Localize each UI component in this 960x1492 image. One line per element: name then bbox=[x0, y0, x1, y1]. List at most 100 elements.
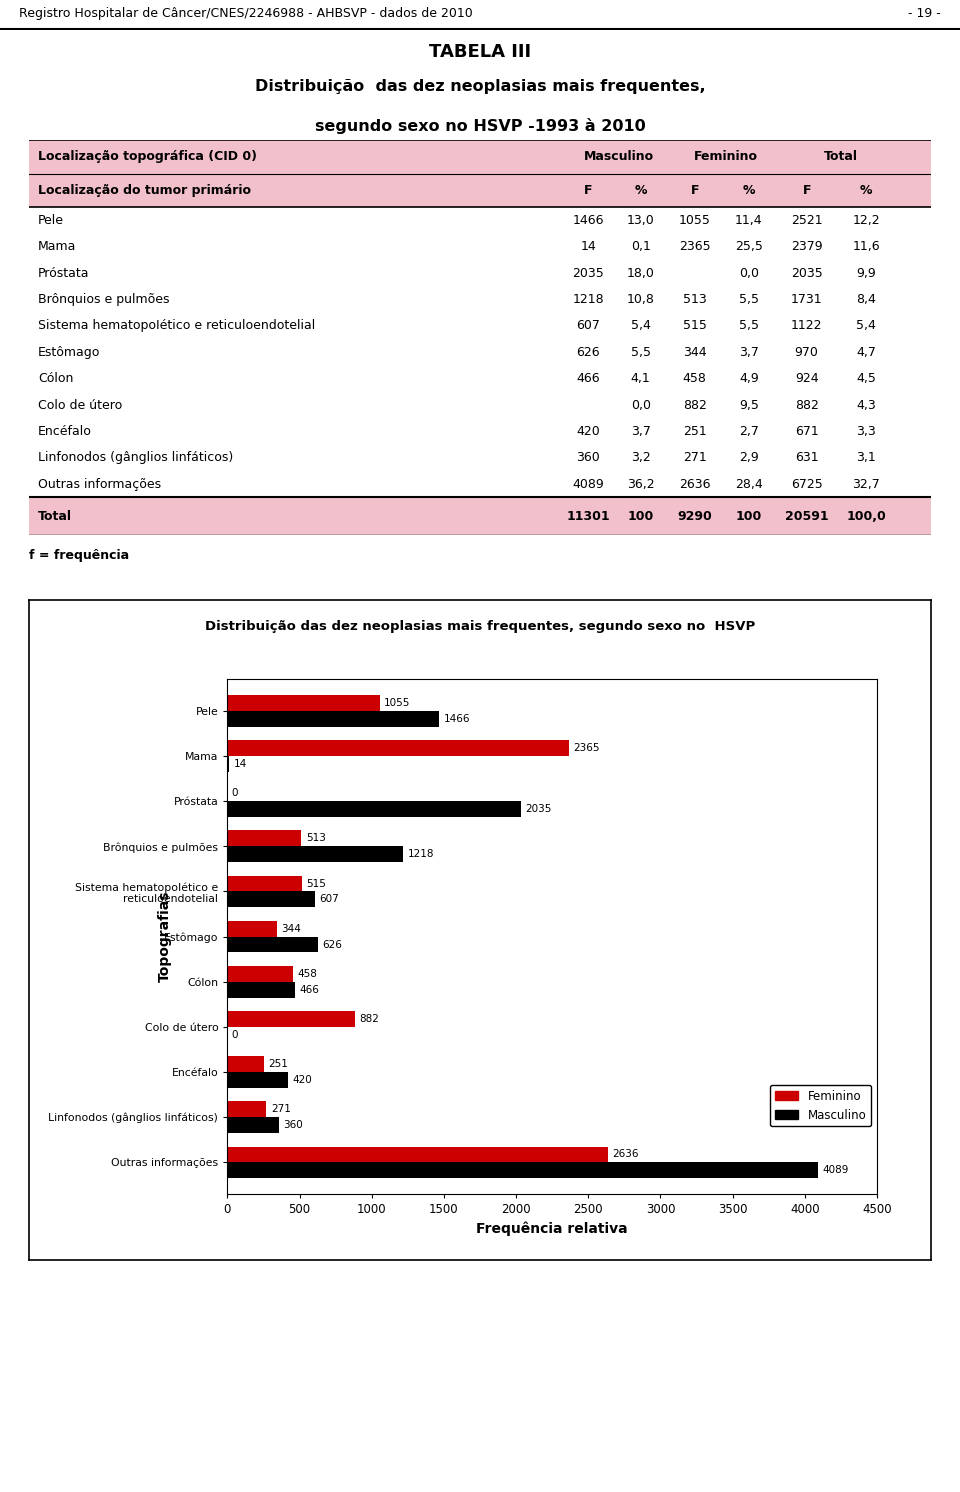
Text: 100,0: 100,0 bbox=[847, 510, 886, 522]
Text: 14: 14 bbox=[581, 240, 596, 254]
Text: 2379: 2379 bbox=[791, 240, 823, 254]
Text: 11,6: 11,6 bbox=[852, 240, 880, 254]
Bar bbox=[228, 1118, 279, 1132]
Text: 271: 271 bbox=[271, 1104, 291, 1115]
Text: F: F bbox=[690, 184, 699, 197]
Text: 25,5: 25,5 bbox=[735, 240, 763, 254]
Text: 5,4: 5,4 bbox=[631, 319, 651, 333]
FancyBboxPatch shape bbox=[29, 497, 931, 536]
Text: 1731: 1731 bbox=[791, 292, 823, 306]
Text: 420: 420 bbox=[292, 1074, 312, 1085]
Bar bbox=[228, 801, 521, 818]
Bar bbox=[228, 846, 403, 862]
Text: 100: 100 bbox=[628, 510, 654, 522]
Text: Linfonodos (gânglios linfáticos): Linfonodos (gânglios linfáticos) bbox=[37, 452, 233, 464]
Text: 970: 970 bbox=[795, 346, 819, 358]
Text: Pele: Pele bbox=[37, 213, 63, 227]
Text: Total: Total bbox=[824, 151, 858, 163]
Bar bbox=[228, 965, 294, 982]
Text: 360: 360 bbox=[283, 1120, 303, 1129]
Text: 360: 360 bbox=[576, 452, 600, 464]
Bar bbox=[228, 982, 295, 998]
Text: 671: 671 bbox=[795, 425, 819, 439]
Text: 4,3: 4,3 bbox=[856, 398, 876, 412]
Text: 626: 626 bbox=[576, 346, 600, 358]
Text: Mama: Mama bbox=[37, 240, 76, 254]
Text: 0,1: 0,1 bbox=[631, 240, 651, 254]
Bar bbox=[228, 1162, 818, 1179]
Text: 100: 100 bbox=[735, 510, 762, 522]
Text: 882: 882 bbox=[359, 1015, 379, 1024]
Text: Localização topográfica (CID 0): Localização topográfica (CID 0) bbox=[37, 151, 257, 163]
Text: segundo sexo no HSVP -1993 à 2010: segundo sexo no HSVP -1993 à 2010 bbox=[315, 118, 645, 134]
Text: Colo de útero: Colo de útero bbox=[37, 398, 122, 412]
Text: 344: 344 bbox=[281, 924, 301, 934]
Text: 5,4: 5,4 bbox=[856, 319, 876, 333]
Text: 3,7: 3,7 bbox=[739, 346, 758, 358]
Text: 2035: 2035 bbox=[572, 267, 604, 279]
Text: Localização do tumor primário: Localização do tumor primário bbox=[37, 184, 251, 197]
Text: 513: 513 bbox=[305, 834, 325, 843]
Text: TABELA III: TABELA III bbox=[429, 43, 531, 61]
Legend: Feminino, Masculino: Feminino, Masculino bbox=[770, 1085, 871, 1126]
X-axis label: Frequência relativa: Frequência relativa bbox=[476, 1222, 628, 1235]
Text: - 19 -: - 19 - bbox=[908, 7, 941, 19]
Text: 12,2: 12,2 bbox=[852, 213, 880, 227]
Text: Encéfalo: Encéfalo bbox=[37, 425, 92, 439]
Text: 2365: 2365 bbox=[679, 240, 710, 254]
Text: 0: 0 bbox=[231, 1029, 238, 1040]
Text: 924: 924 bbox=[795, 372, 819, 385]
Text: 13,0: 13,0 bbox=[627, 213, 655, 227]
Text: 607: 607 bbox=[320, 894, 339, 904]
Text: 4,1: 4,1 bbox=[631, 372, 651, 385]
Text: 1466: 1466 bbox=[444, 713, 469, 724]
Text: 4089: 4089 bbox=[822, 1165, 849, 1176]
Text: 0,0: 0,0 bbox=[739, 267, 759, 279]
Text: 0: 0 bbox=[231, 788, 238, 798]
Text: 626: 626 bbox=[322, 940, 342, 949]
Bar bbox=[228, 876, 301, 891]
Text: 8,4: 8,4 bbox=[856, 292, 876, 306]
Text: 271: 271 bbox=[683, 452, 707, 464]
Text: Distribuição das dez neoplasias mais frequentes, segundo sexo no  HSVP: Distribuição das dez neoplasias mais fre… bbox=[204, 619, 756, 633]
Text: 4,9: 4,9 bbox=[739, 372, 758, 385]
Text: 36,2: 36,2 bbox=[627, 477, 655, 491]
Text: 458: 458 bbox=[298, 968, 318, 979]
Bar bbox=[228, 710, 439, 727]
Text: 515: 515 bbox=[306, 879, 325, 889]
Text: 2,9: 2,9 bbox=[739, 452, 758, 464]
Text: Cólon: Cólon bbox=[37, 372, 73, 385]
Text: 2636: 2636 bbox=[679, 477, 710, 491]
Text: 1218: 1218 bbox=[407, 849, 434, 859]
Text: 11,4: 11,4 bbox=[735, 213, 763, 227]
Bar bbox=[228, 1056, 264, 1073]
Text: 10,8: 10,8 bbox=[627, 292, 655, 306]
Text: 1055: 1055 bbox=[384, 698, 410, 707]
Text: 2636: 2636 bbox=[612, 1149, 638, 1159]
Bar bbox=[228, 1073, 288, 1088]
Text: 3,1: 3,1 bbox=[856, 452, 876, 464]
Text: F: F bbox=[803, 184, 811, 197]
Text: Sistema hematopoIético e reticuloendotelial: Sistema hematopoIético e reticuloendotel… bbox=[37, 319, 315, 333]
Text: Masculino: Masculino bbox=[584, 151, 654, 163]
Text: 1466: 1466 bbox=[572, 213, 604, 227]
Bar bbox=[228, 1101, 267, 1118]
Text: 9290: 9290 bbox=[678, 510, 712, 522]
Text: 2521: 2521 bbox=[791, 213, 823, 227]
Text: 2035: 2035 bbox=[791, 267, 823, 279]
Text: 5,5: 5,5 bbox=[739, 319, 759, 333]
Text: Feminino: Feminino bbox=[694, 151, 758, 163]
Text: 882: 882 bbox=[683, 398, 707, 412]
Text: 3,7: 3,7 bbox=[631, 425, 651, 439]
Text: Próstata: Próstata bbox=[37, 267, 89, 279]
Text: 0,0: 0,0 bbox=[631, 398, 651, 412]
Bar bbox=[228, 921, 277, 937]
Text: 515: 515 bbox=[683, 319, 707, 333]
Text: 513: 513 bbox=[683, 292, 707, 306]
Text: 28,4: 28,4 bbox=[735, 477, 763, 491]
Bar bbox=[228, 756, 229, 771]
Bar bbox=[228, 1012, 354, 1026]
Text: Registro Hospitalar de Câncer/CNES/2246988 - AHBSVP - dados de 2010: Registro Hospitalar de Câncer/CNES/22469… bbox=[19, 7, 473, 19]
Text: Total: Total bbox=[37, 510, 72, 522]
Text: 4089: 4089 bbox=[572, 477, 604, 491]
